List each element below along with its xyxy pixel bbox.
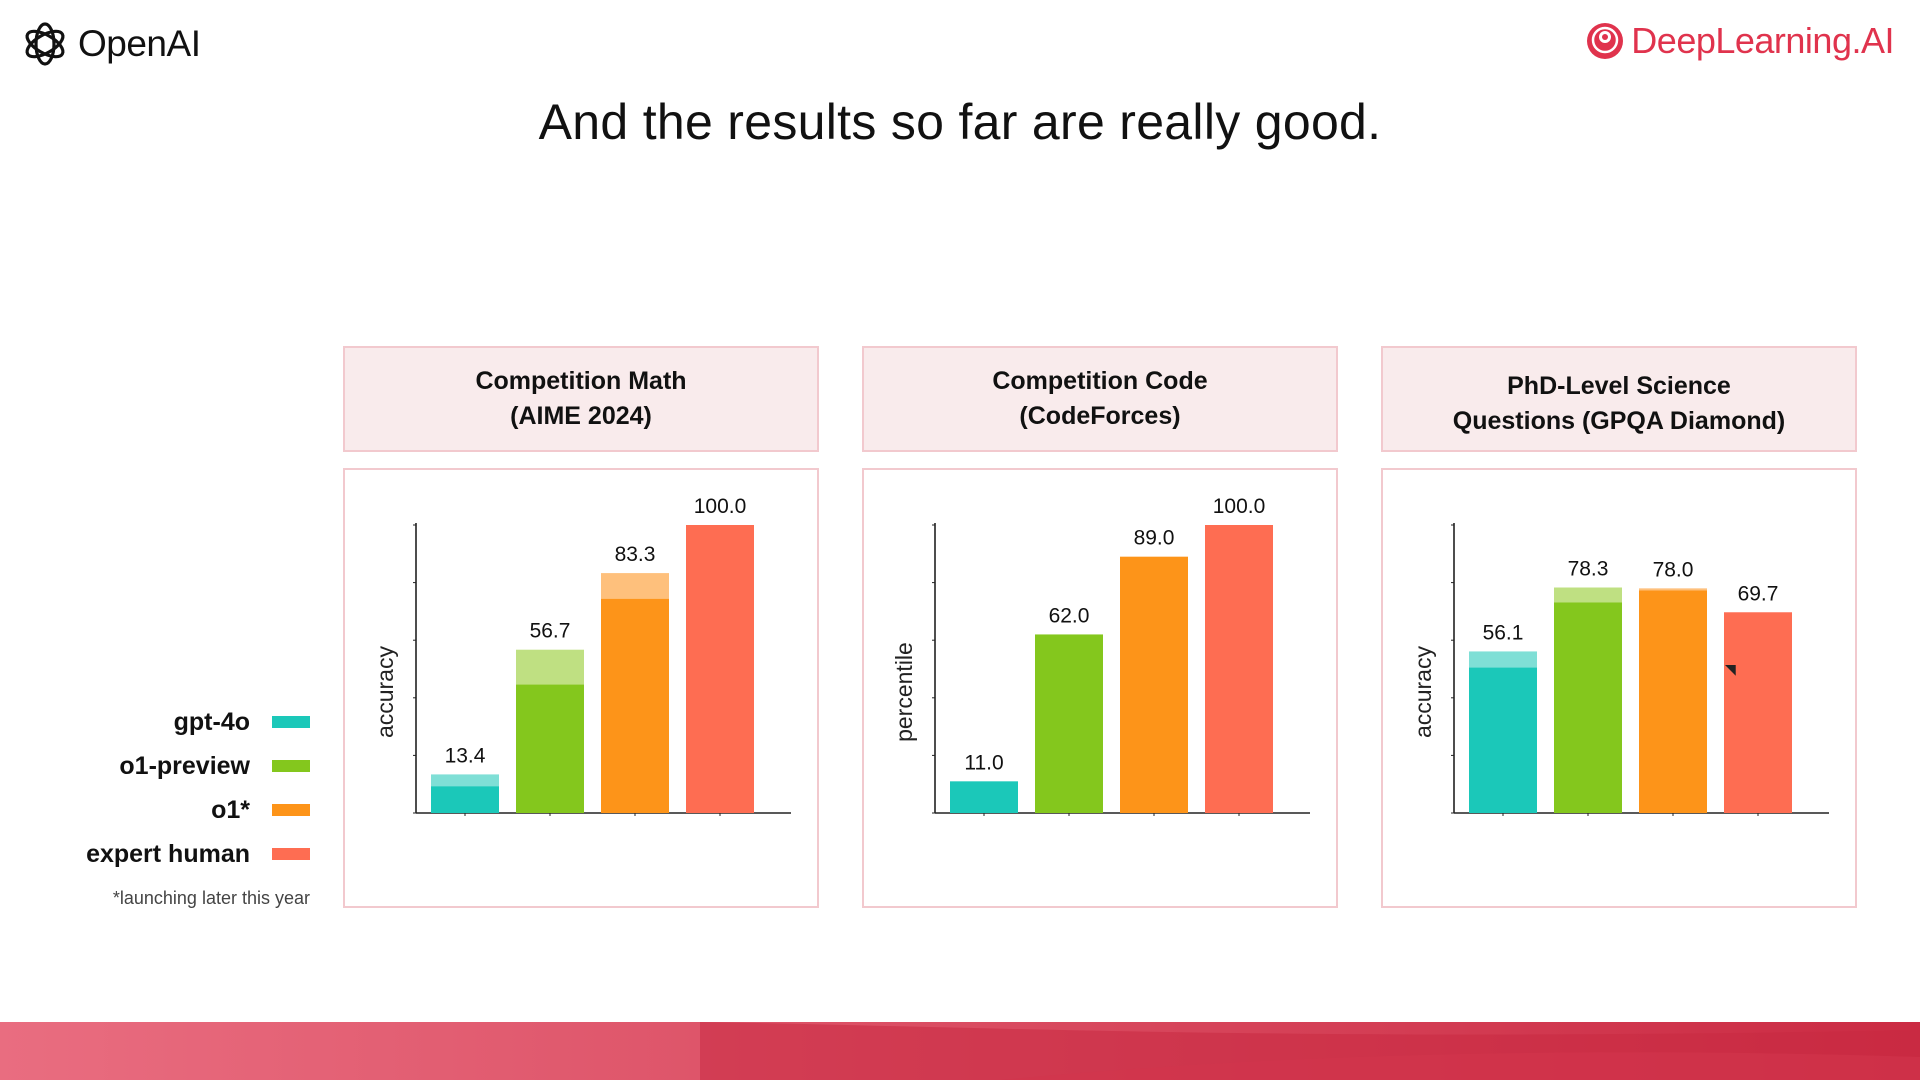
y-axis-label: accuracy <box>1410 646 1436 739</box>
deeplearning-mark-icon <box>1587 23 1624 59</box>
bar-value-label: 100.0 <box>1213 495 1266 518</box>
bar-uncertainty-1 <box>1554 587 1622 603</box>
bar-uncertainty-0 <box>431 774 499 787</box>
bar-value-label: 56.1 <box>1483 621 1524 644</box>
legend-label: o1-preview <box>119 751 250 780</box>
panel-header-math: Competition Math (AIME 2024) <box>343 346 819 452</box>
panel-chart-code: percentile 11.0 62.0 89.0 100.0 <box>862 468 1338 908</box>
bar-value-label: 89.0 <box>1134 527 1175 550</box>
bottom-wave-band <box>0 1022 1920 1080</box>
bar-value-label: 56.7 <box>530 620 571 643</box>
bar-uncertainty-1 <box>516 649 584 685</box>
bar-value-label: 100.0 <box>694 495 747 518</box>
y-axis-label: percentile <box>891 642 917 742</box>
panel-chart-math: accuracy 13.4 56.7 83.3 100.0 <box>343 468 819 908</box>
panel-chart-science: accuracy 56.1 78.3 78.0 69.7 <box>1381 468 1857 908</box>
y-axis-label: accuracy <box>372 646 398 739</box>
panel-title-line: (AIME 2024) <box>510 402 652 430</box>
legend-label: gpt-4o <box>173 707 250 736</box>
bar-0 <box>1469 667 1537 813</box>
chart-code: percentile 11.0 62.0 89.0 100.0 <box>891 495 1310 816</box>
bar-value-label: 11.0 <box>964 751 1003 774</box>
legend-item-o1: o1* <box>40 788 310 832</box>
panel-title-line: (CodeForces) <box>1019 402 1181 430</box>
panel-title-line: Competition Code <box>992 367 1208 395</box>
chart-science: accuracy 56.1 78.3 78.0 69.7 <box>1410 523 1829 816</box>
bar-1 <box>1554 602 1622 813</box>
panel-header-science: PhD-Level Science Questions (GPQA Diamon… <box>1381 346 1857 452</box>
openai-wordmark: OpenAI <box>78 23 201 64</box>
bar-3 <box>686 525 754 813</box>
legend-swatch <box>272 760 310 772</box>
bar-uncertainty-2 <box>601 573 669 599</box>
panel-title-line: Competition Math <box>475 367 687 395</box>
chart-math: accuracy 13.4 56.7 83.3 100.0 <box>372 495 791 816</box>
bar-1 <box>516 684 584 813</box>
deeplearning-logo: DeepLearning.AI <box>1585 18 1894 64</box>
bar-value-label: 62.0 <box>1049 604 1090 627</box>
legend-swatch <box>272 848 310 860</box>
deeplearning-wordmark: DeepLearning.AI <box>1631 20 1894 61</box>
bar-2 <box>1639 590 1707 813</box>
bar-3 <box>1724 612 1792 813</box>
legend-label: o1* <box>211 795 250 824</box>
panel-header-code: Competition Code (CodeForces) <box>862 346 1338 452</box>
bar-value-label: 78.0 <box>1653 558 1694 581</box>
bar-2 <box>601 598 669 813</box>
bar-1 <box>1035 634 1103 813</box>
legend-footnote: *launching later this year <box>112 888 310 908</box>
bar-0 <box>431 786 499 813</box>
slide-title: And the results so far are really good. <box>538 94 1382 150</box>
bar-value-label: 69.7 <box>1738 582 1779 605</box>
panel-title-line: Questions (GPQA Diamond) <box>1452 407 1786 435</box>
bar-uncertainty-0 <box>1469 651 1537 668</box>
bar-value-label: 78.3 <box>1568 557 1609 580</box>
openai-logo: OpenAI <box>20 14 201 74</box>
legend: gpt-4o o1-preview o1* expert human *laun… <box>40 700 310 909</box>
openai-knot-icon <box>25 22 65 66</box>
legend-label: expert human <box>86 839 250 868</box>
bar-0 <box>950 781 1018 813</box>
legend-item-gpt4o: gpt-4o <box>40 700 310 744</box>
bar-2 <box>1120 556 1188 813</box>
legend-item-expert-human: expert human <box>40 832 310 876</box>
mouse-cursor-icon: ◥ <box>1725 661 1736 677</box>
legend-swatch <box>272 716 310 728</box>
bar-value-label: 13.4 <box>445 744 486 767</box>
bar-value-label: 83.3 <box>615 543 656 566</box>
bar-uncertainty-2 <box>1639 588 1707 591</box>
panel-title-line: PhD-Level Science <box>1507 372 1731 400</box>
legend-swatch <box>272 804 310 816</box>
legend-item-o1-preview: o1-preview <box>40 744 310 788</box>
bar-3 <box>1205 525 1273 813</box>
